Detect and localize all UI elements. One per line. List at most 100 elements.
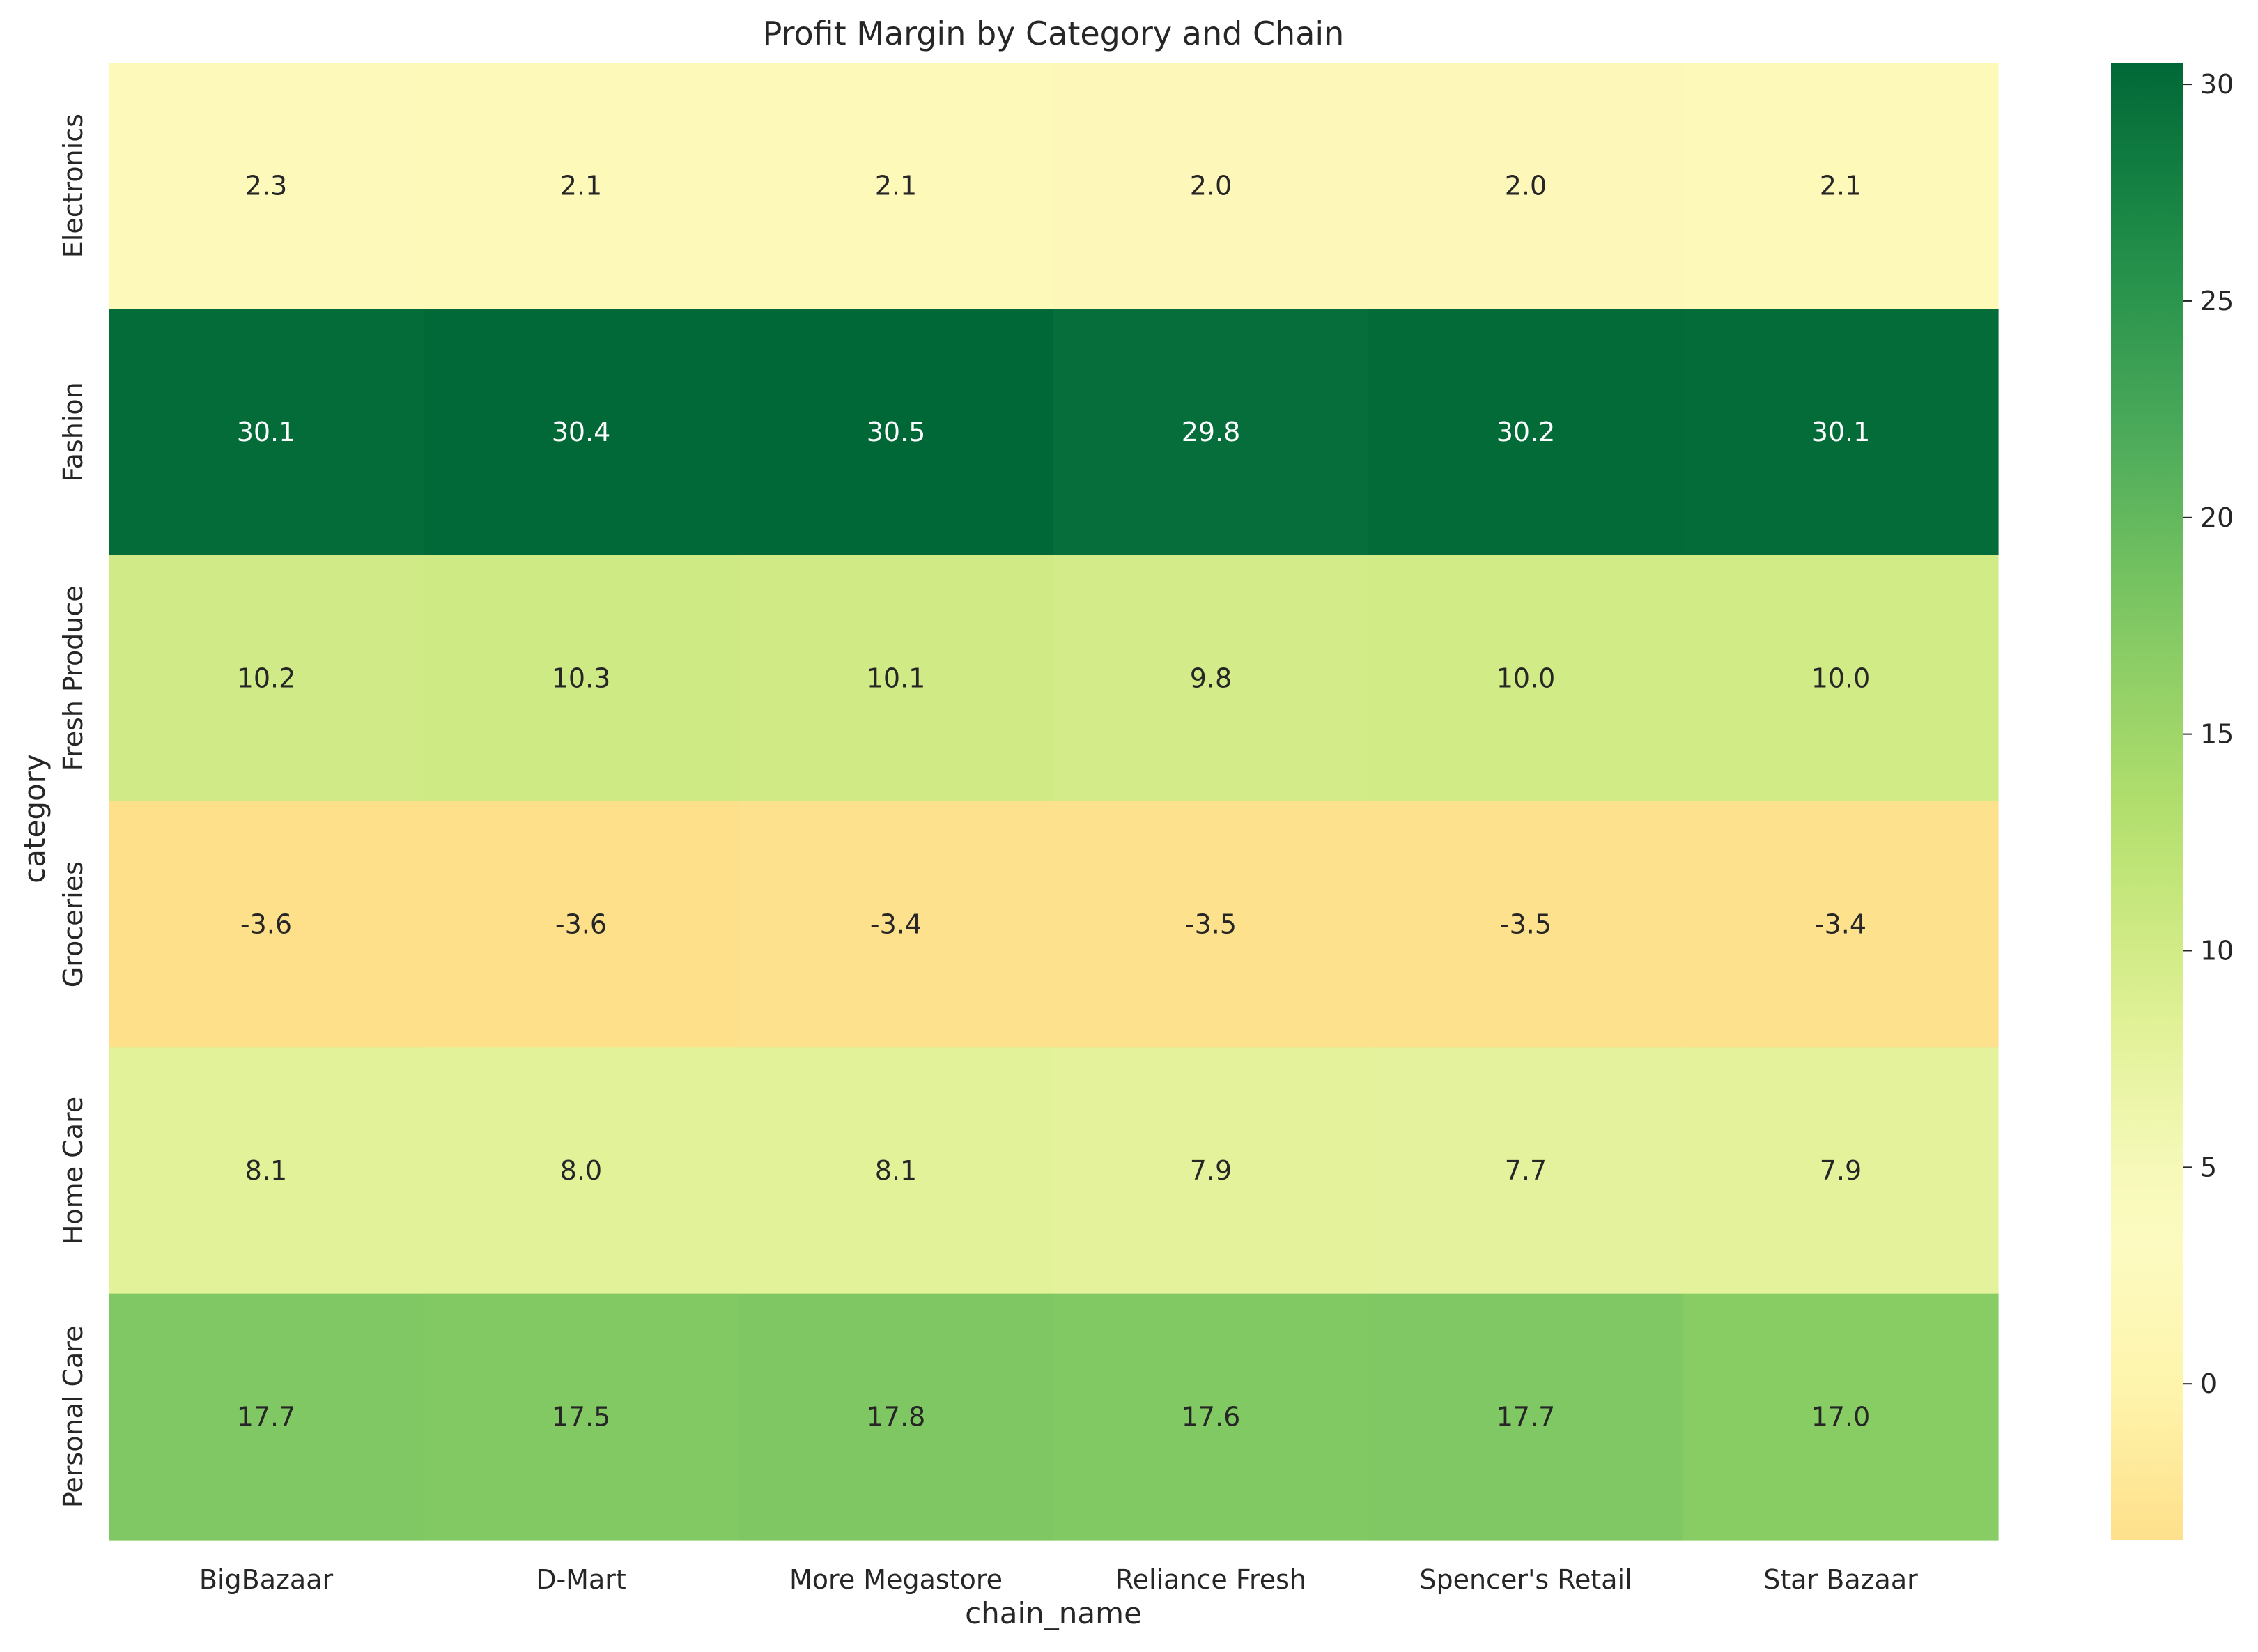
cell-value-label: 8.1 bbox=[875, 1155, 917, 1186]
heatmap-cell bbox=[424, 63, 739, 309]
heatmap-cell bbox=[109, 801, 424, 1048]
cell-value-label: 2.0 bbox=[1505, 171, 1547, 201]
heatmap-cell bbox=[1368, 1047, 1684, 1295]
heatmap-cell bbox=[1053, 1047, 1369, 1295]
cell-value-label: 17.8 bbox=[867, 1401, 926, 1432]
colorbar-tick-label: 25 bbox=[2200, 286, 2234, 316]
cell-value-label: 2.1 bbox=[560, 171, 602, 201]
cell-value-label: 17.7 bbox=[237, 1401, 296, 1432]
y-tick-label: Home Care bbox=[58, 1097, 88, 1244]
x-tick-label: D-Mart bbox=[536, 1564, 626, 1595]
cell-value-label: 30.1 bbox=[237, 417, 296, 447]
heatmap-cell bbox=[424, 309, 739, 556]
heatmap-cells: 2.3 2.1 2.1 2.0 2.0 2.1 30.1 30.4 30.5 29.8 30.2 30… bbox=[109, 63, 1999, 1541]
y-tick-label: Fresh Produce bbox=[58, 585, 88, 771]
heatmap-cell bbox=[1368, 309, 1684, 556]
x-tick-label: BigBazaar bbox=[199, 1564, 334, 1595]
x-axis-title: chain_name bbox=[965, 1596, 1142, 1630]
x-tick-label: Star Bazaar bbox=[1763, 1564, 1918, 1595]
cell-value-label: 9.8 bbox=[1190, 663, 1232, 693]
cell-value-label: 10.0 bbox=[1811, 663, 1871, 693]
colorbar-ticks: 0 5 10 15 20 25 30 bbox=[2183, 69, 2234, 1399]
colorbar-tick-label: 0 bbox=[2200, 1368, 2217, 1399]
cell-value-label: 17.5 bbox=[552, 1401, 611, 1432]
heatmap-cell bbox=[739, 555, 1054, 802]
cell-value-label: -3.5 bbox=[1185, 909, 1237, 940]
heatmap-cell bbox=[1053, 63, 1369, 309]
cell-value-label: 17.7 bbox=[1497, 1401, 1556, 1432]
heatmap-cell bbox=[424, 1293, 739, 1541]
cell-value-label: 8.1 bbox=[245, 1155, 287, 1186]
cell-value-label: 7.7 bbox=[1505, 1155, 1547, 1186]
colorbar-tick-label: 20 bbox=[2200, 502, 2234, 533]
heatmap-cell bbox=[739, 801, 1054, 1048]
heatmap-cell bbox=[1368, 555, 1684, 802]
heatmap-cell bbox=[739, 309, 1054, 556]
x-tick-label: Spencer's Retail bbox=[1419, 1564, 1632, 1595]
y-tick-labels: Electronics Fashion Fresh Produce Groceries… bbox=[58, 114, 88, 1508]
heatmap-cell bbox=[1368, 801, 1684, 1048]
x-tick-labels: BigBazaar D-Mart More Megastore Reliance Fr… bbox=[199, 1564, 1918, 1595]
cell-value-label: -3.4 bbox=[870, 909, 922, 940]
colorbar-tick-label: 30 bbox=[2200, 69, 2234, 100]
cell-value-label: 7.9 bbox=[1190, 1155, 1232, 1186]
heatmap-cell bbox=[1683, 801, 1999, 1048]
heatmap-cell bbox=[739, 1047, 1054, 1295]
heatmap-cell bbox=[1368, 63, 1684, 309]
heatmap-cell bbox=[1683, 555, 1999, 802]
cell-value-label: 10.0 bbox=[1497, 663, 1556, 693]
cell-value-label: -3.6 bbox=[555, 909, 607, 940]
cell-value-label: 2.1 bbox=[875, 171, 917, 201]
colorbar-tick-label: 5 bbox=[2200, 1152, 2217, 1182]
colorbar-tick-label: 10 bbox=[2200, 935, 2234, 966]
y-tick-label: Personal Care bbox=[58, 1326, 88, 1508]
cell-value-label: 8.0 bbox=[560, 1155, 602, 1186]
cell-value-label: 2.1 bbox=[1820, 171, 1862, 201]
heatmap-cell bbox=[109, 63, 424, 309]
chart-title: Profit Margin by Category and Chain bbox=[763, 15, 1345, 52]
x-tick-label: More Megastore bbox=[789, 1564, 1003, 1595]
cell-value-label: 30.1 bbox=[1811, 417, 1871, 447]
heatmap-cell bbox=[424, 555, 739, 802]
cell-value-label: 30.5 bbox=[867, 417, 926, 447]
x-tick-label: Reliance Fresh bbox=[1115, 1564, 1306, 1595]
cell-value-label: -3.6 bbox=[240, 909, 292, 940]
heatmap-cell bbox=[1053, 555, 1369, 802]
colorbar-tick-label: 15 bbox=[2200, 719, 2234, 750]
cell-value-label: 10.3 bbox=[552, 663, 611, 693]
heatmap-cell bbox=[109, 555, 424, 802]
cell-value-label: -3.4 bbox=[1815, 909, 1866, 940]
heatmap-cell bbox=[109, 1047, 424, 1295]
heatmap-cell bbox=[1368, 1293, 1684, 1541]
heatmap-cell bbox=[424, 1047, 739, 1295]
y-tick-label: Electronics bbox=[58, 114, 88, 258]
y-tick-label: Groceries bbox=[58, 861, 88, 987]
heatmap-cell bbox=[739, 63, 1054, 309]
cell-value-label: 10.2 bbox=[237, 663, 296, 693]
cell-value-label: -3.5 bbox=[1500, 909, 1552, 940]
colorbar bbox=[2111, 63, 2183, 1540]
heatmap-cell bbox=[424, 801, 739, 1048]
y-axis-title: category bbox=[17, 754, 52, 883]
heatmap-cell bbox=[739, 1293, 1054, 1541]
cell-value-label: 10.1 bbox=[867, 663, 926, 693]
heatmap-cell bbox=[109, 309, 424, 556]
heatmap-cell bbox=[109, 1293, 424, 1541]
cell-value-label: 17.6 bbox=[1182, 1401, 1241, 1432]
cell-value-label: 17.0 bbox=[1811, 1401, 1871, 1432]
cell-value-label: 30.4 bbox=[552, 417, 611, 447]
heatmap-cell bbox=[1683, 63, 1999, 309]
heatmap-cell bbox=[1683, 1047, 1999, 1295]
heatmap-cell bbox=[1683, 1293, 1999, 1541]
cell-value-label: 7.9 bbox=[1820, 1155, 1862, 1186]
cell-value-label: 29.8 bbox=[1182, 417, 1241, 447]
heatmap-cell bbox=[1053, 1293, 1369, 1541]
heatmap-cell bbox=[1053, 801, 1369, 1048]
cell-value-label: 2.0 bbox=[1190, 171, 1232, 201]
heatmap-cell bbox=[1053, 309, 1369, 556]
heatmap-cell bbox=[1683, 309, 1999, 556]
cell-value-label: 2.3 bbox=[245, 171, 287, 201]
cell-value-label: 30.2 bbox=[1497, 417, 1556, 447]
